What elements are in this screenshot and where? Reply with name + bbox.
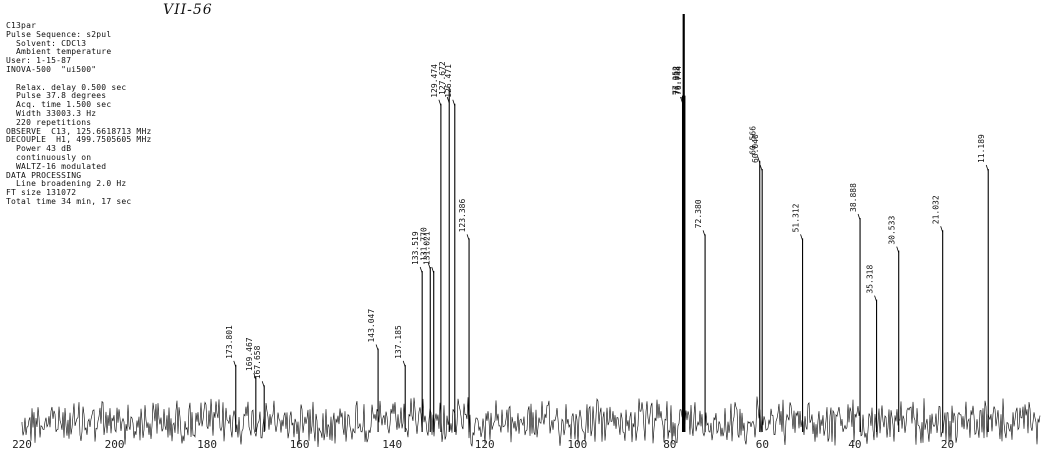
peak-label: 77.252	[672, 66, 681, 95]
parameter-line: INOVA-500 "ui500"	[6, 64, 97, 74]
peak-leader	[233, 360, 237, 368]
parameter-line: C13par	[6, 21, 37, 30]
peak-label: 60.566	[749, 126, 758, 155]
peak-label: 167.658	[253, 345, 262, 379]
parameter-line: WALTZ-16 modulated	[6, 161, 107, 171]
peak-label: 51.312	[792, 203, 801, 232]
peak-label: 123.386	[458, 199, 467, 233]
peak-leader	[680, 96, 683, 104]
parameter-line: Pulse 37.8 degrees	[6, 91, 107, 101]
peak-leader	[896, 246, 900, 253]
parameter-line: Acq. time 1.500 sec	[6, 100, 112, 110]
parameter-line: Total time 34 min, 17 sec	[6, 196, 132, 206]
parameter-line: Ambient temperature	[6, 47, 112, 57]
peak-label: 127.672	[438, 61, 447, 95]
peak-label: 38.888	[849, 183, 858, 212]
parameter-line: Pulse Sequence: s2pul	[6, 29, 112, 39]
handwritten-sample-id: VII-56	[163, 2, 213, 18]
peak-leader	[261, 381, 265, 388]
parameter-line: Width 33003.3 Hz	[6, 108, 97, 118]
peak-label: 60.040	[751, 134, 760, 163]
peak-leader	[681, 96, 685, 104]
parameter-line: User: 1-15-87	[6, 56, 72, 66]
parameter-line: DATA PROCESSING	[6, 170, 82, 180]
peak-leader	[375, 344, 379, 351]
peak-label: 169.467	[245, 337, 254, 371]
peak-label: 129.474	[430, 64, 439, 98]
x-tick-label: 160	[290, 438, 310, 451]
x-tick-label: 220	[12, 438, 32, 451]
peak-leader	[452, 99, 456, 106]
peak-labels: 173.801 169.467 167.658 143.047 137.185 133.5…	[225, 61, 989, 388]
peak-label: 72.380	[694, 199, 703, 228]
x-tick-label: 140	[382, 438, 402, 451]
peak-label: 173.801	[225, 325, 234, 359]
peak-leader	[940, 226, 944, 233]
x-tick-label: 60	[756, 438, 769, 451]
peak-label: 131.770	[419, 227, 428, 261]
peak-label: 76.744	[674, 66, 683, 95]
peak-label: 143.047	[367, 309, 376, 343]
peak-label: 126.471	[444, 64, 453, 98]
acquisition-parameters: C13par Pulse Sequence: s2pul Solvent: CDC…	[6, 21, 152, 207]
baseline-noise	[21, 396, 1041, 448]
parameter-line: 220 repetitions	[6, 117, 92, 127]
baseline-noise-trace	[21, 396, 1041, 448]
x-tick-label: 40	[848, 438, 861, 451]
peak-label: 133.519	[411, 231, 420, 265]
x-tick-label: 20	[941, 438, 954, 451]
peak-label: 11.189	[977, 134, 986, 163]
x-tick-label: 200	[105, 438, 125, 451]
x-tick-label: 120	[475, 438, 495, 451]
peak-label: 35.318	[866, 265, 875, 294]
peak-leader	[402, 360, 406, 368]
peak-leader	[419, 266, 423, 274]
parameter-line: Relax. delay 0.500 sec	[6, 82, 127, 92]
x-tick-label: 180	[197, 438, 217, 451]
peak-leader	[757, 156, 761, 164]
peak-label: 30.533	[888, 216, 897, 245]
parameter-line: Solvent: CDCl3	[6, 38, 87, 48]
parameter-line: Line broadening 2.0 Hz	[6, 179, 127, 189]
parameter-line: continuously on	[6, 152, 92, 162]
peak-label: 137.185	[394, 325, 403, 359]
x-axis: 220 200 180 160 140 120 100 80 60 40 20	[12, 438, 954, 451]
peak-label: 21.032	[932, 195, 941, 224]
peak-leader	[446, 96, 450, 104]
peak-leader	[427, 262, 431, 270]
peak-leader	[702, 230, 706, 237]
peak-leader	[253, 372, 257, 380]
peak-leader	[438, 99, 442, 106]
peak-leader	[466, 234, 470, 241]
peak-leader	[759, 164, 763, 172]
peak-leader	[874, 295, 877, 302]
peak-lines	[235, 14, 989, 432]
parameter-line: OBSERVE C13, 125.6618713 MHz	[6, 126, 152, 136]
peak-leader	[857, 213, 861, 221]
peak-label: 76.998	[673, 66, 682, 95]
peak-leader	[682, 96, 686, 104]
parameter-line: FT size 131072	[6, 188, 77, 198]
parameter-line: Power 43 dB	[6, 144, 72, 154]
peak-leader	[431, 266, 435, 274]
peak-leader	[985, 164, 989, 172]
parameter-line: DECOUPLE H1, 499.7505605 MHz	[6, 135, 152, 145]
peak-leader	[800, 234, 803, 241]
x-tick-label: 80	[663, 438, 676, 451]
peak-label: 131.021	[423, 231, 432, 265]
x-tick-label: 100	[567, 438, 587, 451]
